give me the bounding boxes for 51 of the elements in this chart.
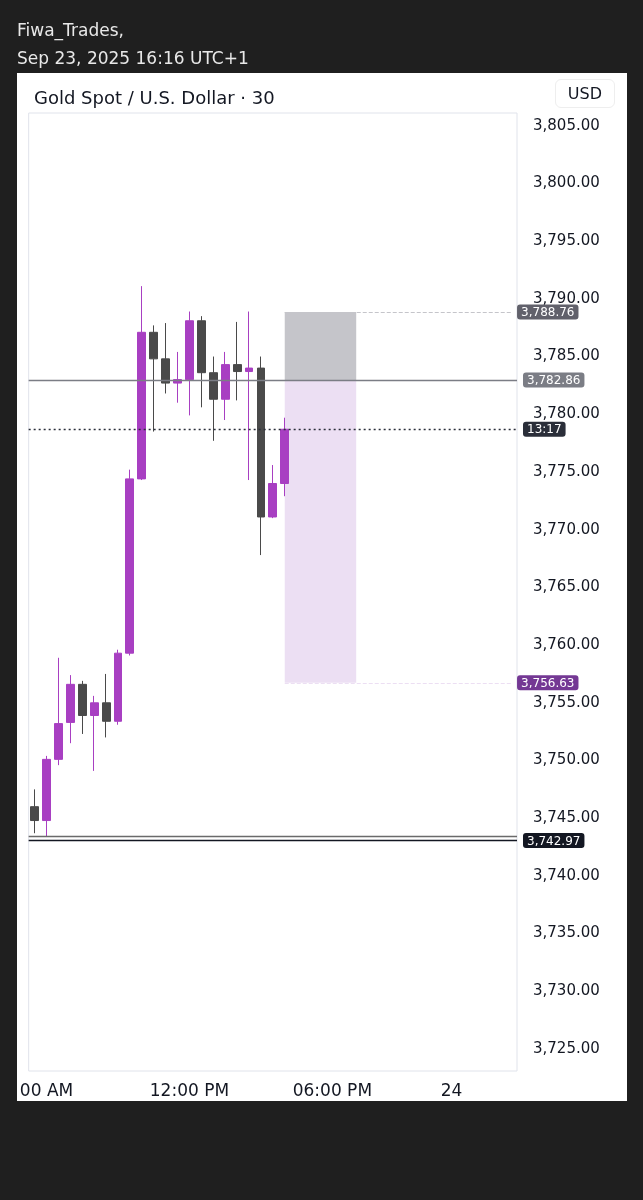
candlestick <box>149 324 158 433</box>
x-tick-label: 24 <box>440 1079 463 1100</box>
y-tick-label: 3,735.00 <box>533 923 600 942</box>
y-tick-label: 3,780.00 <box>533 404 600 423</box>
candlestick <box>90 695 99 772</box>
y-tick-label: 3,795.00 <box>533 230 600 249</box>
candlestick <box>42 755 51 838</box>
candlestick <box>114 649 122 726</box>
y-tick-label: 3,725.00 <box>533 1038 600 1057</box>
band-label: 3,756.63 <box>521 675 575 690</box>
chart-title: Gold Spot / U.S. Dollar · 30 <box>34 86 275 108</box>
text: 13:17 <box>527 422 562 437</box>
candlestick <box>125 469 134 656</box>
x-tick-label: 00 AM <box>19 1079 74 1100</box>
y-tick-label: 3,800.00 <box>533 173 600 192</box>
candlestick <box>66 674 75 744</box>
y-tick-label: 3,745.00 <box>533 808 600 827</box>
candlestick <box>257 356 265 556</box>
y-tick-label: 3,770.00 <box>533 519 600 538</box>
candlestick <box>78 680 87 735</box>
band-label: 3,788.76 <box>521 304 575 319</box>
candlestick <box>245 311 253 481</box>
x-tick-label: 12:00 PM <box>149 1079 230 1100</box>
candlestick <box>161 322 170 394</box>
y-tick-label: 3,785.00 <box>533 346 600 365</box>
text: Sep 23, 2025 16:16 UTC+1 <box>17 47 249 70</box>
candlestick <box>233 321 242 401</box>
y-tick-label: 3,740.00 <box>533 865 600 884</box>
candlestick <box>137 285 146 481</box>
x-tick-label: 06:00 PM <box>292 1079 373 1100</box>
ref-line-label: 3,742.97 <box>527 833 581 848</box>
candlestick <box>221 351 230 421</box>
text: Fiwa_Trades, <box>17 19 125 43</box>
y-tick-label: 3,755.00 <box>533 692 600 711</box>
text: USD <box>554 79 615 108</box>
y-tick-label: 3,775.00 <box>533 461 600 480</box>
candlestick <box>30 788 39 834</box>
y-tick-label: 3,765.00 <box>533 577 600 596</box>
y-tick-label: 3,730.00 <box>533 981 600 1000</box>
y-tick-label: 3,790.00 <box>533 288 600 307</box>
y-tick-label: 3,805.00 <box>533 115 600 134</box>
candlestick <box>102 673 111 738</box>
candlestick <box>185 311 194 416</box>
candlestick <box>54 657 63 766</box>
candlestick <box>268 464 277 519</box>
ref-line-label: 3,782.86 <box>527 373 581 388</box>
candlestick <box>280 417 289 497</box>
y-tick-label: 3,750.00 <box>533 750 600 769</box>
candlestick <box>209 356 218 442</box>
y-tick-label: 3,760.00 <box>533 634 600 653</box>
candlestick <box>197 315 206 408</box>
